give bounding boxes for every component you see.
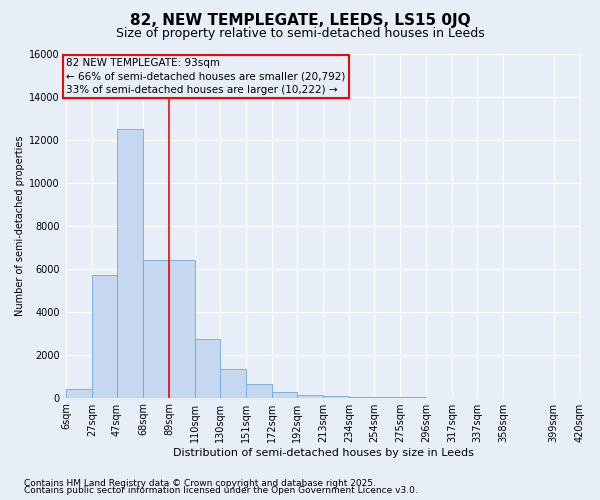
Bar	[66, 389, 92, 398]
Text: Contains public sector information licensed under the Open Government Licence v3: Contains public sector information licen…	[24, 486, 418, 495]
Text: 82, NEW TEMPLEGATE, LEEDS, LS15 0JQ: 82, NEW TEMPLEGATE, LEEDS, LS15 0JQ	[130, 12, 470, 28]
Bar	[297, 394, 323, 398]
Y-axis label: Number of semi-detached properties: Number of semi-detached properties	[15, 136, 25, 316]
Bar	[92, 275, 117, 398]
X-axis label: Distribution of semi-detached houses by size in Leeds: Distribution of semi-detached houses by …	[173, 448, 473, 458]
Bar	[272, 392, 297, 398]
Text: Contains HM Land Registry data © Crown copyright and database right 2025.: Contains HM Land Registry data © Crown c…	[24, 478, 376, 488]
Bar	[195, 338, 220, 398]
Bar	[117, 129, 143, 398]
Text: 82 NEW TEMPLEGATE: 93sqm
← 66% of semi-detached houses are smaller (20,792)
33% : 82 NEW TEMPLEGATE: 93sqm ← 66% of semi-d…	[66, 58, 346, 94]
Bar	[246, 384, 272, 398]
Bar	[323, 396, 349, 398]
Text: Size of property relative to semi-detached houses in Leeds: Size of property relative to semi-detach…	[116, 28, 484, 40]
Bar	[349, 397, 374, 398]
Bar	[220, 368, 246, 398]
Bar	[169, 260, 195, 398]
Bar	[143, 260, 169, 398]
